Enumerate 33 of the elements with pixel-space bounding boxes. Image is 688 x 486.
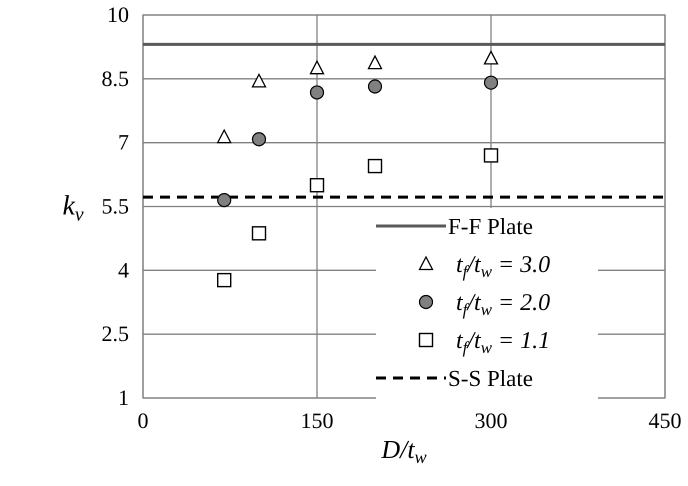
point bbox=[484, 50, 498, 65]
y-tick-label: 8.5 bbox=[102, 66, 129, 91]
point bbox=[368, 55, 382, 70]
y-tick-label: 10 bbox=[107, 2, 129, 27]
x-tick-label: 0 bbox=[138, 408, 148, 433]
legend-label: F-F Plate bbox=[448, 214, 533, 239]
point bbox=[368, 79, 382, 94]
point bbox=[252, 226, 266, 241]
y-tick-label: 7 bbox=[118, 130, 129, 155]
point bbox=[217, 129, 232, 144]
y-tick-label: 4 bbox=[118, 257, 129, 282]
point bbox=[484, 76, 498, 90]
point bbox=[484, 148, 498, 163]
y-tick-label: 5.5 bbox=[102, 194, 129, 218]
x-tick-label: 300 bbox=[474, 408, 508, 433]
point bbox=[217, 272, 232, 288]
point bbox=[310, 60, 324, 74]
x-axis-title: D/t$_{w}$ bbox=[380, 435, 427, 468]
legend-label: t$_{f}$/t$_{w}$ = 2.0 bbox=[456, 290, 550, 320]
legend-label: t$_{f}$/t$_{w}$ = 1.1 bbox=[456, 328, 550, 358]
y-tick-label: 1 bbox=[118, 385, 129, 410]
point bbox=[368, 158, 382, 174]
x-tick-label: 450 bbox=[648, 408, 682, 433]
point bbox=[217, 193, 232, 208]
y-tick-label: 2.5 bbox=[102, 321, 129, 346]
point bbox=[310, 178, 324, 192]
legend-label: S-S Plate bbox=[448, 366, 533, 391]
x-tick-label: 150 bbox=[300, 408, 334, 433]
point bbox=[310, 85, 324, 100]
point bbox=[252, 74, 266, 88]
y-axis-title: k$_{v}$ bbox=[62, 190, 84, 226]
legend-label: t$_{f}$/t$_{w}$ = 3.0 bbox=[456, 252, 550, 282]
point bbox=[252, 132, 266, 146]
